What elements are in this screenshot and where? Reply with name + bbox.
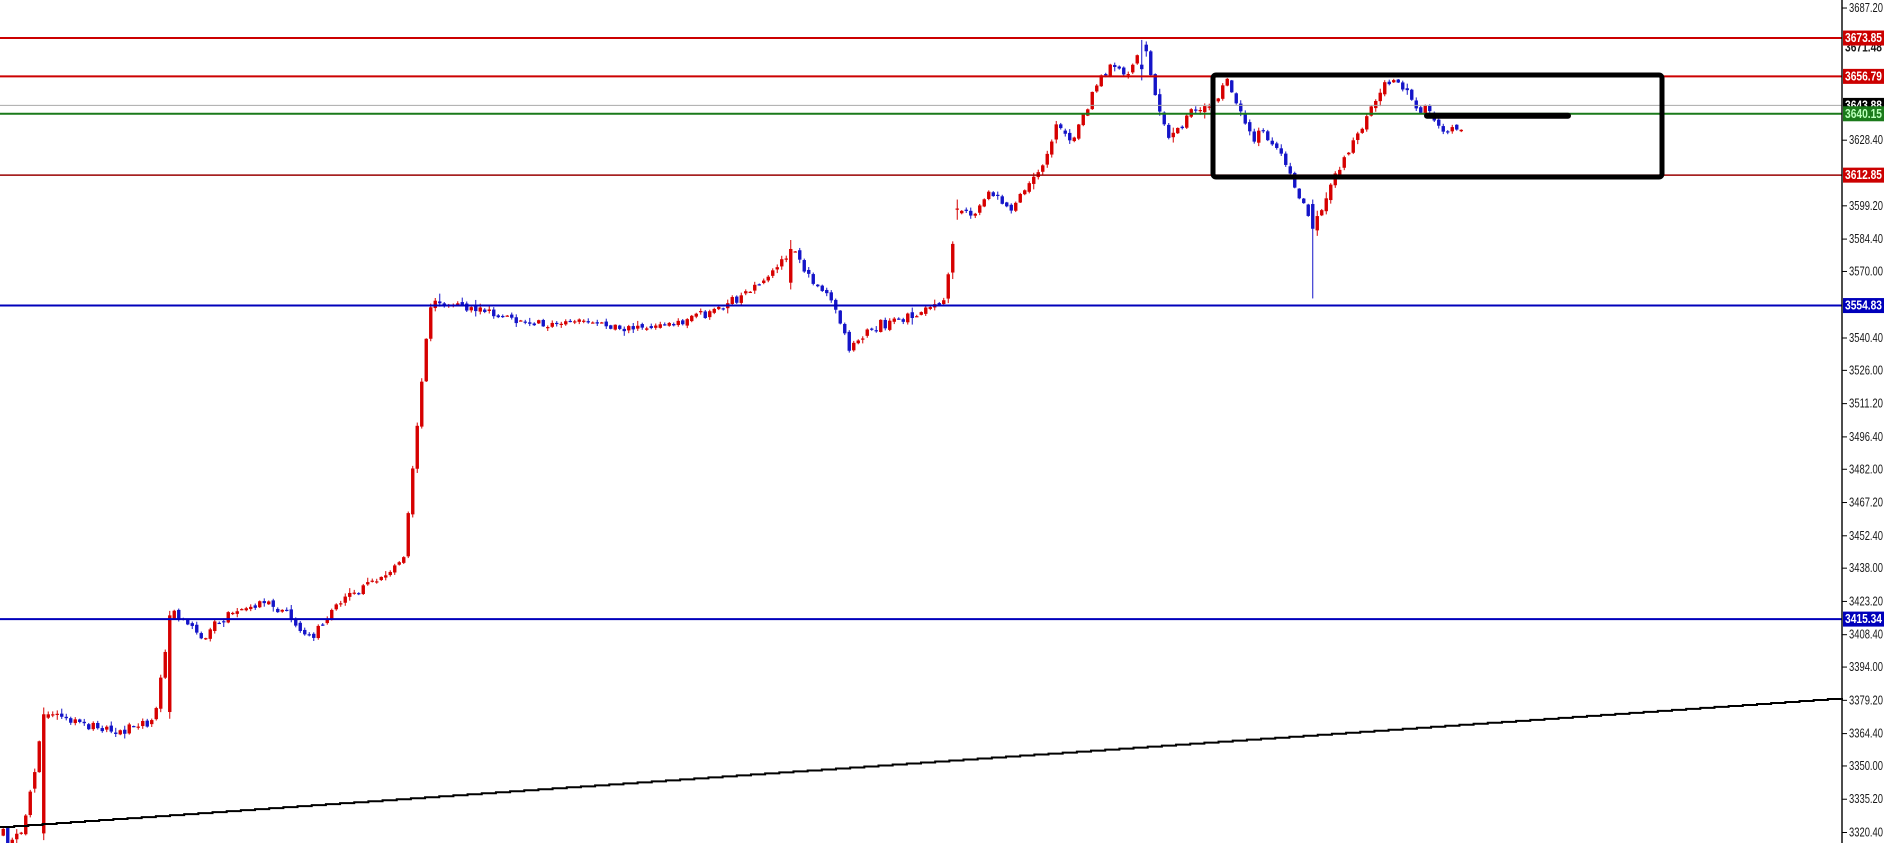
svg-text:3423.20: 3423.20: [1849, 593, 1883, 608]
svg-text:3452.40: 3452.40: [1849, 528, 1883, 543]
svg-text:3482.00: 3482.00: [1849, 461, 1883, 476]
svg-text:3640.15: 3640.15: [1845, 106, 1882, 121]
svg-text:3628.40: 3628.40: [1849, 132, 1883, 147]
svg-text:3599.20: 3599.20: [1849, 198, 1883, 213]
svg-text:3656.79: 3656.79: [1845, 68, 1882, 83]
svg-text:3526.00: 3526.00: [1849, 362, 1883, 377]
svg-text:3612.85: 3612.85: [1845, 167, 1882, 182]
svg-text:3511.20: 3511.20: [1849, 396, 1883, 411]
svg-text:3584.40: 3584.40: [1849, 231, 1883, 246]
svg-text:3496.40: 3496.40: [1849, 429, 1883, 444]
svg-text:3554.83: 3554.83: [1845, 298, 1882, 313]
svg-text:3364.40: 3364.40: [1849, 726, 1883, 741]
svg-text:3673.85: 3673.85: [1845, 30, 1882, 45]
svg-text:3379.20: 3379.20: [1849, 692, 1883, 707]
svg-text:3687.20: 3687.20: [1849, 0, 1883, 15]
svg-text:3438.00: 3438.00: [1849, 560, 1883, 575]
svg-text:3408.40: 3408.40: [1849, 627, 1883, 642]
svg-text:3415.34: 3415.34: [1845, 611, 1883, 626]
svg-text:3467.20: 3467.20: [1849, 495, 1883, 510]
svg-text:3394.00: 3394.00: [1849, 659, 1883, 674]
svg-text:3320.40: 3320.40: [1849, 824, 1883, 839]
svg-text:3350.00: 3350.00: [1849, 758, 1883, 773]
svg-text:3335.20: 3335.20: [1849, 791, 1883, 806]
svg-text:3570.00: 3570.00: [1849, 263, 1883, 278]
svg-text:3540.40: 3540.40: [1849, 330, 1883, 345]
